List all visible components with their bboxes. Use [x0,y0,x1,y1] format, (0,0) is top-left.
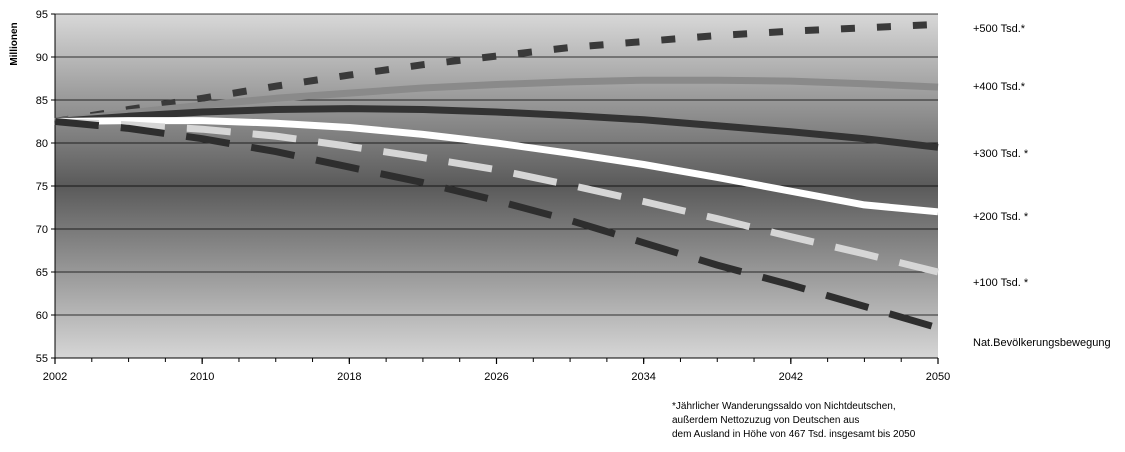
legend-label: +200 Tsd. * [973,211,1029,223]
x-tick-label: 2010 [190,371,214,383]
footnote-line-3: dem Ausland in Höhe von 467 Tsd. insgesa… [672,429,916,440]
y-tick-label: 60 [36,310,48,322]
footnote: *Jährlicher Wanderungssaldo von Nichtdeu… [672,400,1002,442]
series-line-4 [54,117,939,216]
footnote-line-1: *Jährlicher Wanderungssaldo von Nichtdeu… [672,401,896,412]
y-tick-label: 65 [36,267,48,279]
legend-label: +500 Tsd.* [973,23,1026,35]
x-tick-label: 2026 [484,371,508,383]
x-tick-label: 2034 [631,371,655,383]
axes: 55 60 65 70 75 80 85 90 95 2002 2010 2018 2026 2034 20… [36,9,950,383]
legend-label: +100 Tsd. * [973,277,1029,289]
legend: +500 Tsd.* +400 Tsd.* +300 Tsd. * +200 Tsd.… [973,23,1111,349]
legend-label: Nat.Bevölkerungsbewegung [973,337,1111,349]
y-tick-label: 85 [36,95,48,107]
series-line-2 [54,76,939,125]
series-line-3 [54,105,939,151]
legend-label: +300 Tsd. * [973,148,1029,160]
x-tick-label: 2050 [926,371,950,383]
y-tick-label: 75 [36,181,48,193]
y-axis-title: Millionen [9,22,20,65]
x-tick-label: 2002 [43,371,67,383]
legend-label: +400 Tsd.* [973,81,1026,93]
y-tick-label: 95 [36,9,48,21]
series-line-1 [54,20,939,125]
series-line-6 [54,118,939,332]
series-lines [54,20,939,332]
y-tick-label: 55 [36,353,48,365]
y-tick-label: 80 [36,138,48,150]
series-line-5 [54,118,939,276]
x-tick-label: 2018 [337,371,361,383]
x-tick-label: 2042 [779,371,803,383]
y-tick-label: 70 [36,224,48,236]
footnote-line-2: außerdem Nettozuzug von Deutschen aus [672,415,860,426]
y-tick-label: 90 [36,52,48,64]
